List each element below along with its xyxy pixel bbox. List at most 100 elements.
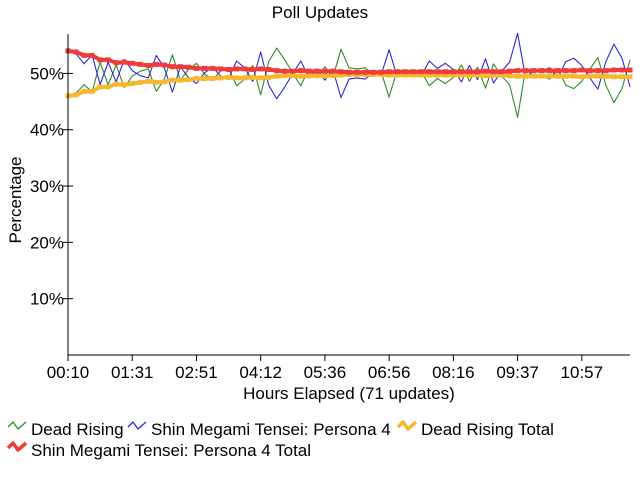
data-point-shin-megami-tensei-persona-4-total (105, 57, 111, 63)
data-point-shin-megami-tensei-persona-4-total (113, 60, 119, 66)
data-point-shin-megami-tensei-persona-4-total (434, 69, 440, 75)
x-tick-label: 00:10 (47, 363, 90, 382)
data-point-dead-rising-total (105, 84, 111, 90)
data-point-dead-rising-total (242, 75, 248, 81)
data-point-shin-megami-tensei-persona-4-total (370, 69, 376, 75)
data-point-dead-rising-total (450, 72, 456, 78)
data-point-shin-megami-tensei-persona-4-total (137, 61, 143, 67)
data-point-shin-megami-tensei-persona-4-total (418, 69, 424, 75)
data-point-dead-rising-total (555, 73, 561, 79)
legend: Dead Rising Shin Megami Tensei: Persona 4… (6, 420, 554, 460)
data-point-dead-rising-total (507, 73, 513, 79)
y-tick-label: 40% (30, 121, 64, 140)
data-point-dead-rising-total (306, 73, 312, 79)
data-point-shin-megami-tensei-persona-4-total (507, 68, 513, 74)
ticks: 10% 20% 30% 40% 50% 00:10 01:31 02:51 04:12 05:36… (30, 64, 603, 382)
data-point-shin-megami-tensei-persona-4-total (450, 69, 456, 75)
data-point-shin-megami-tensei-persona-4-total (129, 60, 135, 66)
data-point-dead-rising-total (603, 73, 609, 79)
data-point-dead-rising-total (322, 73, 328, 79)
legend-swatch (127, 421, 147, 430)
data-point-shin-megami-tensei-persona-4-total (539, 68, 545, 74)
data-point-shin-megami-tensei-persona-4-total (290, 68, 296, 74)
data-point-dead-rising-total (161, 79, 167, 85)
data-point-dead-rising-total (418, 72, 424, 78)
data-point-shin-megami-tensei-persona-4-total (563, 68, 569, 74)
x-tick-label: 10:57 (561, 363, 604, 382)
data-point-shin-megami-tensei-persona-4-total (210, 65, 215, 71)
data-point-dead-rising-total (442, 72, 448, 78)
data-point-dead-rising-total (338, 72, 344, 78)
data-point-dead-rising-total (571, 73, 577, 79)
data-point-dead-rising-total (426, 72, 432, 78)
legend-label: Shin Megami Tensei: Persona 4 Total (31, 441, 311, 460)
data-point-shin-megami-tensei-persona-4-total (523, 68, 529, 74)
data-point-shin-megami-tensei-persona-4-total (603, 68, 609, 74)
data-point-dead-rising-total (266, 74, 272, 80)
data-point-dead-rising-total (185, 77, 191, 83)
data-point-dead-rising-total (274, 73, 280, 79)
data-point-dead-rising-total (475, 72, 480, 78)
data-point-shin-megami-tensei-persona-4-total (202, 65, 207, 71)
y-tick-label: 10% (30, 290, 64, 309)
data-point-shin-megami-tensei-persona-4-total (587, 68, 593, 74)
data-point-shin-megami-tensei-persona-4-total (306, 68, 312, 74)
data-point-shin-megami-tensei-persona-4-total (298, 68, 304, 74)
y-tick-label: 30% (30, 177, 64, 196)
data-point-shin-megami-tensei-persona-4-total (89, 52, 95, 58)
data-point-dead-rising-total (402, 72, 408, 78)
data-point-shin-megami-tensei-persona-4-total (458, 69, 464, 75)
data-point-dead-rising-total (523, 73, 529, 79)
data-point-shin-megami-tensei-persona-4-total (571, 68, 577, 74)
x-tick-label: 09:37 (496, 363, 539, 382)
data-point-dead-rising-total (386, 72, 392, 78)
data-point-dead-rising-total (202, 76, 207, 81)
x-tick-label: 05:36 (304, 363, 347, 382)
data-point-shin-megami-tensei-persona-4-total (515, 68, 521, 74)
data-point-shin-megami-tensei-persona-4-total (97, 57, 103, 63)
data-point-dead-rising-total (177, 77, 183, 83)
data-point-shin-megami-tensei-persona-4-total (378, 69, 384, 75)
data-point-dead-rising-total (250, 74, 256, 80)
data-point-shin-megami-tensei-persona-4-total (266, 67, 272, 72)
legend-item-dead-rising: Dead Rising (7, 420, 124, 439)
data-point-shin-megami-tensei-persona-4-total (169, 64, 175, 70)
data-point-shin-megami-tensei-persona-4-total (579, 67, 585, 73)
data-point-dead-rising-total (619, 74, 625, 80)
data-point-dead-rising-total (434, 72, 440, 78)
data-point-shin-megami-tensei-persona-4-total (611, 67, 617, 73)
data-point-dead-rising-total (563, 73, 569, 79)
data-point-dead-rising-total (153, 79, 159, 85)
legend-label: Shin Megami Tensei: Persona 4 (151, 420, 391, 439)
data-point-dead-rising-total (627, 74, 633, 80)
data-point-dead-rising-total (218, 75, 223, 81)
data-point-shin-megami-tensei-persona-4-total (426, 69, 432, 75)
data-point-shin-megami-tensei-persona-4-total (194, 65, 199, 71)
y-tick-label: 20% (30, 233, 64, 252)
data-point-shin-megami-tensei-persona-4-total (282, 68, 288, 74)
legend-item-shin-megami-tensei-persona-4-total: Shin Megami Tensei: Persona 4 Total (6, 441, 311, 460)
data-point-dead-rising-total (234, 75, 240, 81)
x-tick-label: 04:12 (239, 363, 282, 382)
y-tick-label: 50% (30, 64, 64, 83)
data-point-dead-rising-total (394, 72, 400, 78)
data-point-shin-megami-tensei-persona-4-total (394, 69, 400, 75)
legend-item-shin-megami-tensei-persona-4: Shin Megami Tensei: Persona 4 (127, 420, 391, 439)
data-point-shin-megami-tensei-persona-4-total (258, 66, 264, 72)
data-point-shin-megami-tensei-persona-4-total (73, 49, 79, 55)
data-point-shin-megami-tensei-persona-4-total (226, 67, 232, 72)
data-point-shin-megami-tensei-persona-4-total (491, 69, 496, 75)
data-point-shin-megami-tensei-persona-4-total (81, 52, 87, 58)
data-point-dead-rising-total (210, 76, 215, 81)
data-point-dead-rising-total (113, 81, 119, 87)
data-point-dead-rising-total (531, 73, 537, 79)
chart-title: Poll Updates (272, 3, 368, 22)
data-point-shin-megami-tensei-persona-4-total (619, 67, 625, 73)
data-point-shin-megami-tensei-persona-4-total (234, 66, 240, 72)
plot-series (65, 32, 633, 118)
legend-swatch (6, 441, 28, 452)
data-point-dead-rising-total (587, 73, 593, 79)
data-point-dead-rising-total (290, 73, 296, 79)
series-line-dead-rising-total (67, 72, 630, 98)
data-point-shin-megami-tensei-persona-4-total (354, 69, 360, 75)
